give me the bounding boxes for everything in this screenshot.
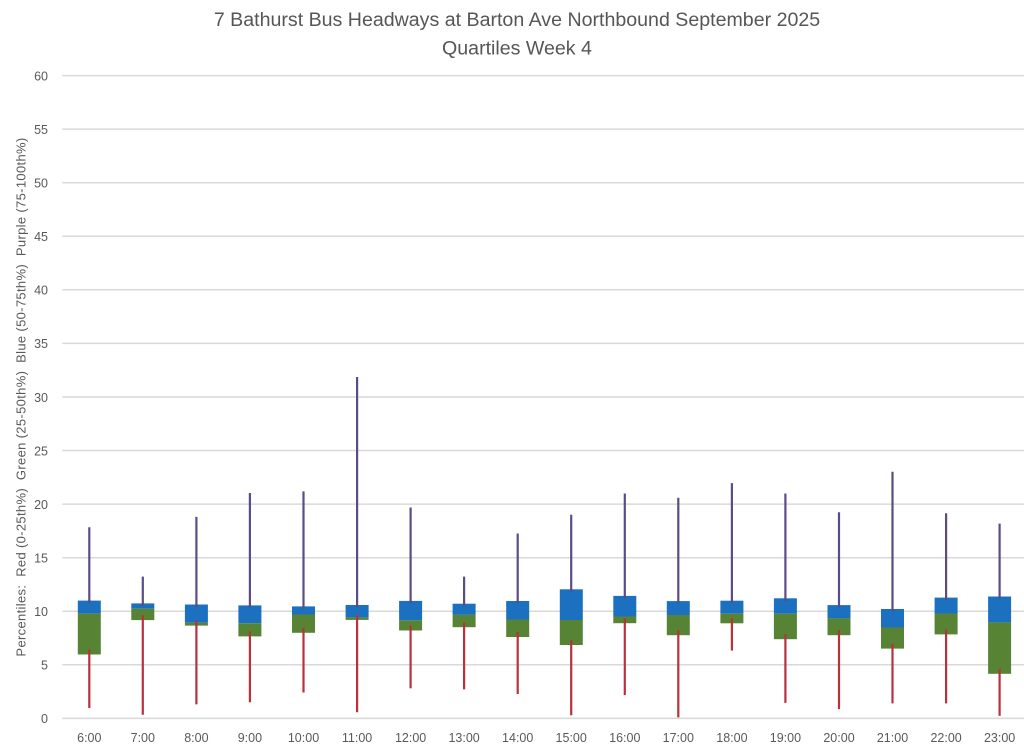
svg-text:6:00: 6:00 <box>77 731 101 745</box>
svg-text:15:00: 15:00 <box>556 731 587 745</box>
svg-text:10: 10 <box>34 605 48 619</box>
svg-text:8:00: 8:00 <box>184 731 208 745</box>
svg-text:17:00: 17:00 <box>663 731 694 745</box>
svg-text:13:00: 13:00 <box>448 731 479 745</box>
svg-text:7:00: 7:00 <box>131 731 155 745</box>
svg-text:15: 15 <box>34 552 48 566</box>
svg-text:Percentiles: Red (0-25th%) G: Percentiles: Red (0-25th%) Green (25-50t… <box>14 137 29 656</box>
svg-text:35: 35 <box>34 337 48 351</box>
svg-text:50: 50 <box>34 177 48 191</box>
svg-text:20: 20 <box>34 498 48 512</box>
svg-text:20:00: 20:00 <box>823 731 854 745</box>
svg-text:60: 60 <box>34 69 48 83</box>
svg-text:30: 30 <box>34 391 48 405</box>
svg-text:21:00: 21:00 <box>877 731 908 745</box>
svg-text:12:00: 12:00 <box>395 731 426 745</box>
svg-text:Quartiles Week 4: Quartiles Week 4 <box>442 37 592 59</box>
svg-text:5: 5 <box>41 659 48 673</box>
svg-text:23:00: 23:00 <box>984 731 1015 745</box>
svg-text:40: 40 <box>34 284 48 298</box>
svg-text:0: 0 <box>41 712 48 726</box>
svg-text:18:00: 18:00 <box>716 731 747 745</box>
svg-text:16:00: 16:00 <box>609 731 640 745</box>
svg-text:9:00: 9:00 <box>238 731 262 745</box>
svg-text:10:00: 10:00 <box>288 731 319 745</box>
svg-text:45: 45 <box>34 230 48 244</box>
svg-text:19:00: 19:00 <box>770 731 801 745</box>
svg-text:25: 25 <box>34 444 48 458</box>
svg-text:11:00: 11:00 <box>342 731 372 745</box>
svg-text:7 Bathurst Bus Headways at Bar: 7 Bathurst Bus Headways at Barton Ave No… <box>214 9 820 31</box>
svg-text:55: 55 <box>34 123 48 137</box>
svg-text:22:00: 22:00 <box>930 731 961 745</box>
svg-text:14:00: 14:00 <box>502 731 533 745</box>
